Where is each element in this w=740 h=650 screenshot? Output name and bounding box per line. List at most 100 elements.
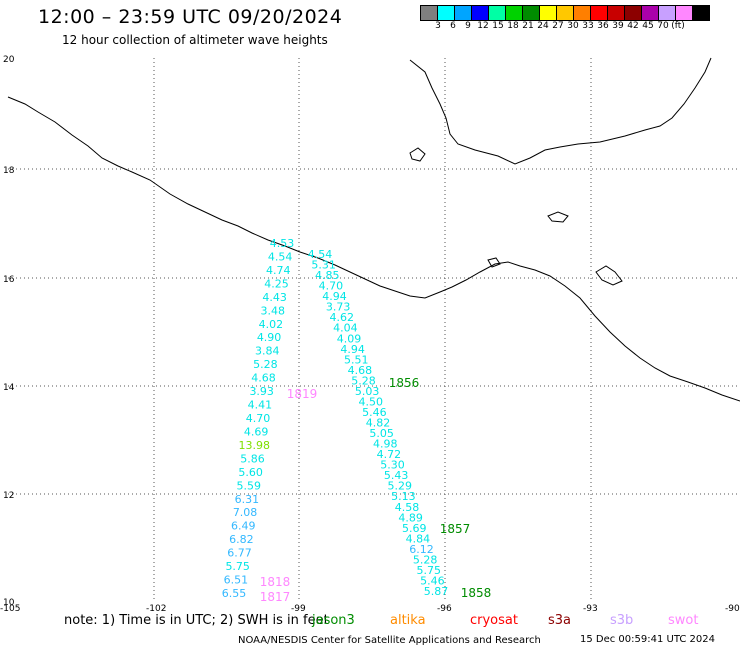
satellite-legend-s3b: s3b xyxy=(610,613,634,628)
pass-time-label: 1819 xyxy=(287,387,318,401)
wave-height-label: 4.54 xyxy=(268,250,293,263)
wave-height-label: 6.77 xyxy=(227,547,252,560)
wave-height-label: 4.69 xyxy=(244,425,269,438)
wave-height-label: 4.89 xyxy=(398,511,423,524)
wave-height-label: 5.28 xyxy=(253,358,278,371)
color-legend-label: 70 xyxy=(657,21,669,31)
wave-height-label: 5.87 xyxy=(424,585,449,598)
color-legend-labels: 3 6 9 12 15 18 21 24 27 30 33 36 39 42 45 70 (ft) xyxy=(421,21,740,33)
lon-label: -96 xyxy=(437,604,452,614)
color-swatch xyxy=(675,5,693,21)
wave-height-label: 4.98 xyxy=(373,438,398,451)
lon-label: -105 xyxy=(0,604,20,614)
wave-height-label: 6.31 xyxy=(235,493,260,506)
wave-height-label: 7.08 xyxy=(233,506,258,519)
color-legend-label: 39 xyxy=(612,21,624,31)
wave-height-label: 5.51 xyxy=(344,353,369,366)
wave-height-label: 6.49 xyxy=(231,520,256,533)
wave-height-label: 4.54 xyxy=(308,248,333,261)
color-swatch xyxy=(505,5,523,21)
color-swatch xyxy=(437,5,455,21)
pass-time-label: 1817 xyxy=(260,590,291,604)
pass-time-label: 1858 xyxy=(461,586,492,600)
wave-height-label: 5.31 xyxy=(311,259,336,272)
lat-label: 18 xyxy=(3,166,15,176)
wave-height-label: 5.69 xyxy=(402,522,427,535)
wave-height-label: 5.29 xyxy=(388,480,413,493)
page-title: 12:00 – 23:59 UTC 09/20/2024 xyxy=(38,6,343,28)
color-swatch xyxy=(539,5,557,21)
wave-height-label: 3.93 xyxy=(249,385,274,398)
color-legend-label: 12 xyxy=(477,21,489,31)
lat-label: 16 xyxy=(3,275,15,285)
wave-height-label: 4.85 xyxy=(315,269,340,282)
timestamp: 15 Dec 00:59:41 UTC 2024 xyxy=(580,634,715,645)
lat-label: 12 xyxy=(3,491,14,501)
wave-height-label: 5.28 xyxy=(351,374,376,387)
color-legend-label: 45 xyxy=(642,21,654,31)
wave-height-label: 4.90 xyxy=(257,331,282,344)
page-subtitle: 12 hour collection of altimeter wave hei… xyxy=(62,33,328,47)
mexico-pacific-coast xyxy=(7,96,740,402)
wave-height-label: 5.43 xyxy=(384,469,409,482)
satellite-legend-altika: altika xyxy=(390,613,426,628)
bay-outline xyxy=(595,265,623,286)
coastline xyxy=(7,57,740,402)
wave-height-label: 4.72 xyxy=(377,448,402,461)
wave-height-label: 4.68 xyxy=(251,372,276,385)
color-legend-label: 30 xyxy=(567,21,579,31)
wave-height-label: 4.02 xyxy=(259,318,284,331)
satellite-legend-cryosat: cryosat xyxy=(470,613,518,628)
pass-time-label: 1857 xyxy=(440,522,471,536)
wave-height-label: 4.43 xyxy=(262,291,287,304)
color-legend-label: 6 xyxy=(450,21,456,31)
color-legend-label: 15 xyxy=(492,21,504,31)
wave-height-label: 3.48 xyxy=(261,304,286,317)
color-swatch xyxy=(590,5,608,21)
wave-height-label: 4.25 xyxy=(264,277,289,290)
wave-height-label: 4.94 xyxy=(322,290,347,303)
color-swatch xyxy=(692,5,710,21)
color-legend-label: 42 xyxy=(627,21,639,31)
color-swatch xyxy=(488,5,506,21)
lake-outline xyxy=(547,211,569,223)
color-swatch xyxy=(658,5,676,21)
satellite-legend-swot: swot xyxy=(668,613,699,628)
wave-height-label: 4.58 xyxy=(395,501,420,514)
wave-height-label: 5.86 xyxy=(240,452,265,465)
wave-height-label: 3.84 xyxy=(255,345,280,358)
color-swatch xyxy=(607,5,625,21)
wave-height-label: 4.53 xyxy=(270,237,295,250)
wave-height-label: 6.12 xyxy=(409,543,434,556)
color-legend-label: 24 xyxy=(537,21,549,31)
color-swatch xyxy=(454,5,472,21)
lon-label: -93 xyxy=(583,604,598,614)
track-marks: 4.534.544.744.254.433.484.024.903.845.28… xyxy=(222,237,492,604)
lat-lon-grid: -105 -102 -99 -96 -93 -90 20 18 16 14 12 10 xyxy=(0,55,740,614)
wave-height-label: 4.74 xyxy=(266,264,291,277)
wave-height-label: 5.03 xyxy=(355,385,380,398)
color-legend-label: 9 xyxy=(465,21,471,31)
satellite-legend-jason3: jason3 xyxy=(312,613,355,628)
pass-time-label: 1818 xyxy=(260,575,291,589)
wave-height-label: 5.28 xyxy=(413,553,438,566)
wave-height-label: 5.46 xyxy=(362,406,387,419)
wave-height-label: 6.55 xyxy=(222,587,247,600)
wave-height-label: 5.05 xyxy=(369,427,394,440)
wave-height-label: 4.70 xyxy=(246,412,271,425)
wave-height-label: 5.60 xyxy=(238,466,263,479)
satellite-legend-s3a: s3a xyxy=(548,613,572,628)
pass-time-label: 1856 xyxy=(389,376,420,390)
lon-label: -102 xyxy=(146,604,166,614)
wave-height-label: 5.75 xyxy=(225,560,250,573)
color-legend-label: 21 xyxy=(522,21,534,31)
color-swatch xyxy=(471,5,489,21)
wave-height-label: 4.94 xyxy=(340,343,365,356)
color-swatch xyxy=(522,5,540,21)
color-swatch xyxy=(420,5,438,21)
wave-height-label: 3.73 xyxy=(326,301,351,314)
color-swatch xyxy=(556,5,574,21)
wave-height-label: 4.41 xyxy=(248,399,273,412)
lat-label: 10 xyxy=(3,598,15,608)
wave-height-label: 5.46 xyxy=(420,574,445,587)
